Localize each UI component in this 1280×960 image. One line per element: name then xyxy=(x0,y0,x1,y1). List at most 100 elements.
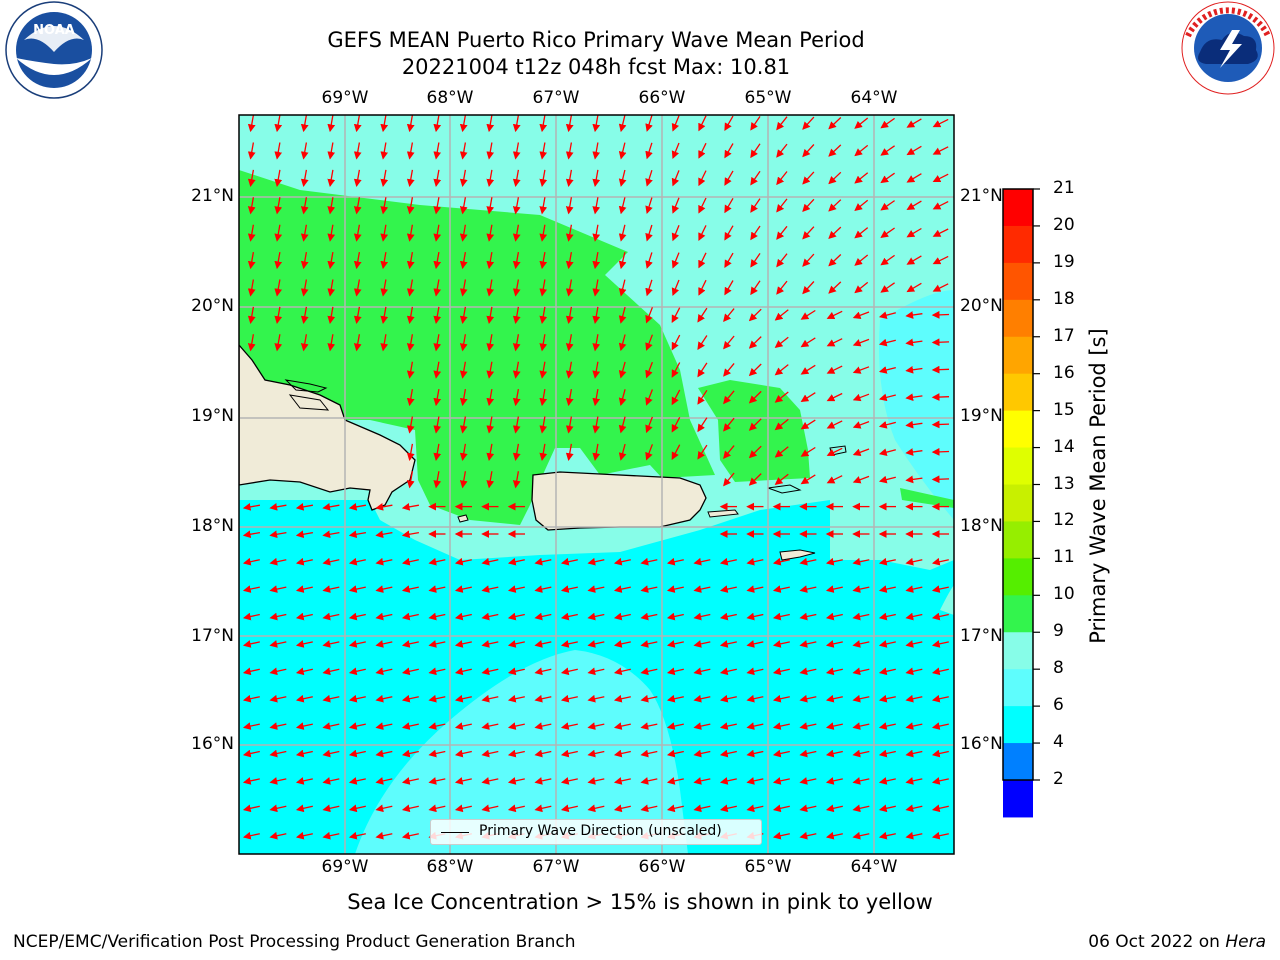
map-gridlines xyxy=(239,115,954,854)
wave-arrow xyxy=(852,475,870,484)
wave-arrow xyxy=(375,530,393,539)
lon-label-bottom: 68°W xyxy=(426,857,474,877)
wave-arrow xyxy=(587,640,605,648)
lon-label-top: 65°W xyxy=(744,88,792,108)
wave-arrow xyxy=(878,585,896,593)
legend-line-swatch xyxy=(441,832,469,833)
wave-arrow xyxy=(640,694,658,703)
lat-label-left: 21°N xyxy=(191,186,234,206)
wave-arrow xyxy=(748,390,762,404)
wave-arrow xyxy=(242,804,260,813)
wave-arrow xyxy=(800,419,816,430)
wave-arrow xyxy=(428,804,446,813)
wave-arrow xyxy=(719,694,737,703)
wave-arrow xyxy=(247,197,256,215)
wave-arrow xyxy=(375,503,393,511)
wave-arrow xyxy=(348,694,366,703)
wave-arrow xyxy=(931,667,949,676)
wave-arrow xyxy=(880,200,895,211)
wave-arrow xyxy=(698,197,707,214)
wave-arrow xyxy=(507,777,525,785)
wave-arrow xyxy=(539,115,548,133)
wave-arrow xyxy=(666,557,684,566)
wave-arrow xyxy=(931,640,949,648)
wave-arrow xyxy=(565,279,574,297)
wave-arrow xyxy=(322,694,340,703)
wave-arrow xyxy=(486,142,495,160)
wave-arrow xyxy=(274,142,283,160)
wave-arrow xyxy=(645,197,653,215)
wave-arrow xyxy=(401,749,419,758)
wave-arrow xyxy=(826,475,843,484)
wave-arrow xyxy=(401,503,420,511)
wave-arrow xyxy=(645,361,654,379)
wave-arrow xyxy=(401,722,419,730)
wave-arrow xyxy=(640,585,658,593)
wave-arrow xyxy=(539,361,548,379)
wave-arrow xyxy=(401,804,419,813)
wave-arrow xyxy=(322,530,340,539)
wave-arrow xyxy=(269,777,287,785)
wave-arrow xyxy=(724,225,734,241)
wave-arrow xyxy=(932,255,949,265)
wave-arrow xyxy=(880,117,895,129)
wave-arrow xyxy=(348,585,366,593)
footer-date: 06 Oct 2022 on Hera xyxy=(1088,932,1266,952)
colorbar-segment xyxy=(1003,484,1033,522)
lat-label-left: 19°N xyxy=(191,406,234,426)
wave-arrow xyxy=(486,334,495,352)
wave-arrow xyxy=(878,393,896,402)
wave-arrow xyxy=(852,694,870,703)
wave-arrow xyxy=(433,142,442,160)
wave-arrow xyxy=(539,169,548,187)
wave-arrow xyxy=(618,197,627,215)
wave-arrow xyxy=(852,804,870,813)
wave-arrow xyxy=(486,224,495,242)
wave-arrow xyxy=(481,612,499,621)
wave-arrow xyxy=(322,667,340,676)
wave-arrow xyxy=(748,308,762,322)
wave-arrow xyxy=(247,169,256,187)
wave-arrow xyxy=(645,389,654,406)
wave-arrow xyxy=(539,142,548,160)
wave-arrow xyxy=(772,831,790,840)
lat-label-right: 20°N xyxy=(960,296,1003,316)
wave-arrow xyxy=(828,144,842,157)
wave-arrow xyxy=(878,667,896,676)
lon-label-top: 69°W xyxy=(321,88,369,108)
wave-arrow xyxy=(852,612,870,621)
wave-arrow xyxy=(799,557,817,566)
wave-arrow xyxy=(613,667,631,676)
wave-arrow xyxy=(748,418,762,431)
wave-arrow xyxy=(459,279,468,297)
wave-arrow xyxy=(618,279,627,297)
wave-arrow xyxy=(618,361,627,379)
wave-arrow xyxy=(852,557,870,566)
wave-arrow xyxy=(481,585,499,593)
wave-arrow xyxy=(375,612,393,621)
wave-arrow xyxy=(799,667,817,676)
wave-arrow xyxy=(666,612,684,621)
wave-arrow xyxy=(512,306,521,324)
noaa-logo: NOAA xyxy=(5,1,103,99)
wave-arrow xyxy=(565,443,574,461)
wave-arrow xyxy=(724,170,734,186)
colorbar-tick-label: 19 xyxy=(1053,251,1075,272)
wave-arrow xyxy=(854,227,869,239)
wave-arrow xyxy=(880,145,895,156)
wave-arrow xyxy=(666,777,684,785)
wave-arrow xyxy=(852,831,870,840)
wave-arrow xyxy=(534,667,552,676)
wave-arrow xyxy=(507,694,525,703)
wave-arrow xyxy=(348,530,367,539)
wave-arrow xyxy=(613,694,631,703)
lon-label-top: 64°W xyxy=(850,88,898,108)
wave-arrow xyxy=(905,804,923,813)
wave-arrow xyxy=(322,722,340,730)
wave-arrow xyxy=(375,667,393,676)
wave-arrow xyxy=(878,640,896,648)
wave-arrow xyxy=(828,254,842,267)
colorbar-tick-label: 18 xyxy=(1053,288,1075,309)
wave-arrow xyxy=(242,831,260,840)
wave-arrow xyxy=(269,749,287,758)
